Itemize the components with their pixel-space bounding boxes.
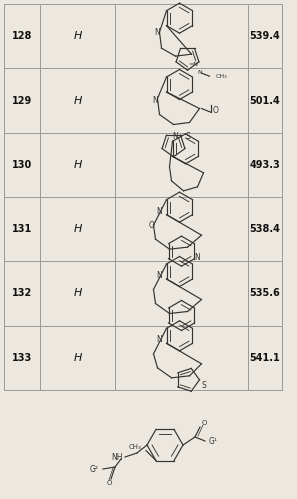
Text: S: S — [185, 132, 190, 141]
Text: N: N — [153, 96, 158, 105]
Text: 535.6: 535.6 — [249, 288, 280, 298]
Text: H: H — [73, 288, 82, 298]
Text: 501.4: 501.4 — [249, 95, 280, 105]
Text: H: H — [73, 95, 82, 105]
Text: H: H — [73, 31, 82, 41]
Text: =N: =N — [189, 62, 198, 67]
Text: N: N — [157, 207, 162, 216]
Text: 541.1: 541.1 — [249, 353, 280, 363]
Text: 132: 132 — [12, 288, 32, 298]
Text: 538.4: 538.4 — [249, 224, 280, 234]
Text: 539.4: 539.4 — [249, 31, 280, 41]
Text: 128: 128 — [12, 31, 32, 41]
Text: S: S — [201, 381, 206, 390]
Text: O: O — [148, 221, 154, 230]
Text: NH: NH — [111, 453, 123, 462]
Text: H: H — [73, 160, 82, 170]
Text: O: O — [106, 480, 112, 486]
Text: G¹: G¹ — [209, 437, 218, 446]
Text: N: N — [157, 335, 162, 344]
Text: N: N — [195, 252, 200, 261]
Text: O: O — [213, 106, 218, 115]
Text: H: H — [73, 224, 82, 234]
Text: CH₃: CH₃ — [216, 74, 227, 79]
Text: 129: 129 — [12, 95, 32, 105]
Text: 493.3: 493.3 — [249, 160, 280, 170]
Text: CH₃: CH₃ — [128, 444, 141, 450]
Text: N: N — [155, 27, 160, 36]
Text: N: N — [197, 70, 202, 75]
Text: O: O — [202, 420, 207, 426]
Text: 131: 131 — [12, 224, 32, 234]
Text: 133: 133 — [12, 353, 32, 363]
Text: 130: 130 — [12, 160, 32, 170]
Text: N: N — [157, 271, 162, 280]
Text: N: N — [173, 132, 178, 141]
Text: H: H — [73, 353, 82, 363]
Text: G²: G² — [90, 465, 99, 474]
